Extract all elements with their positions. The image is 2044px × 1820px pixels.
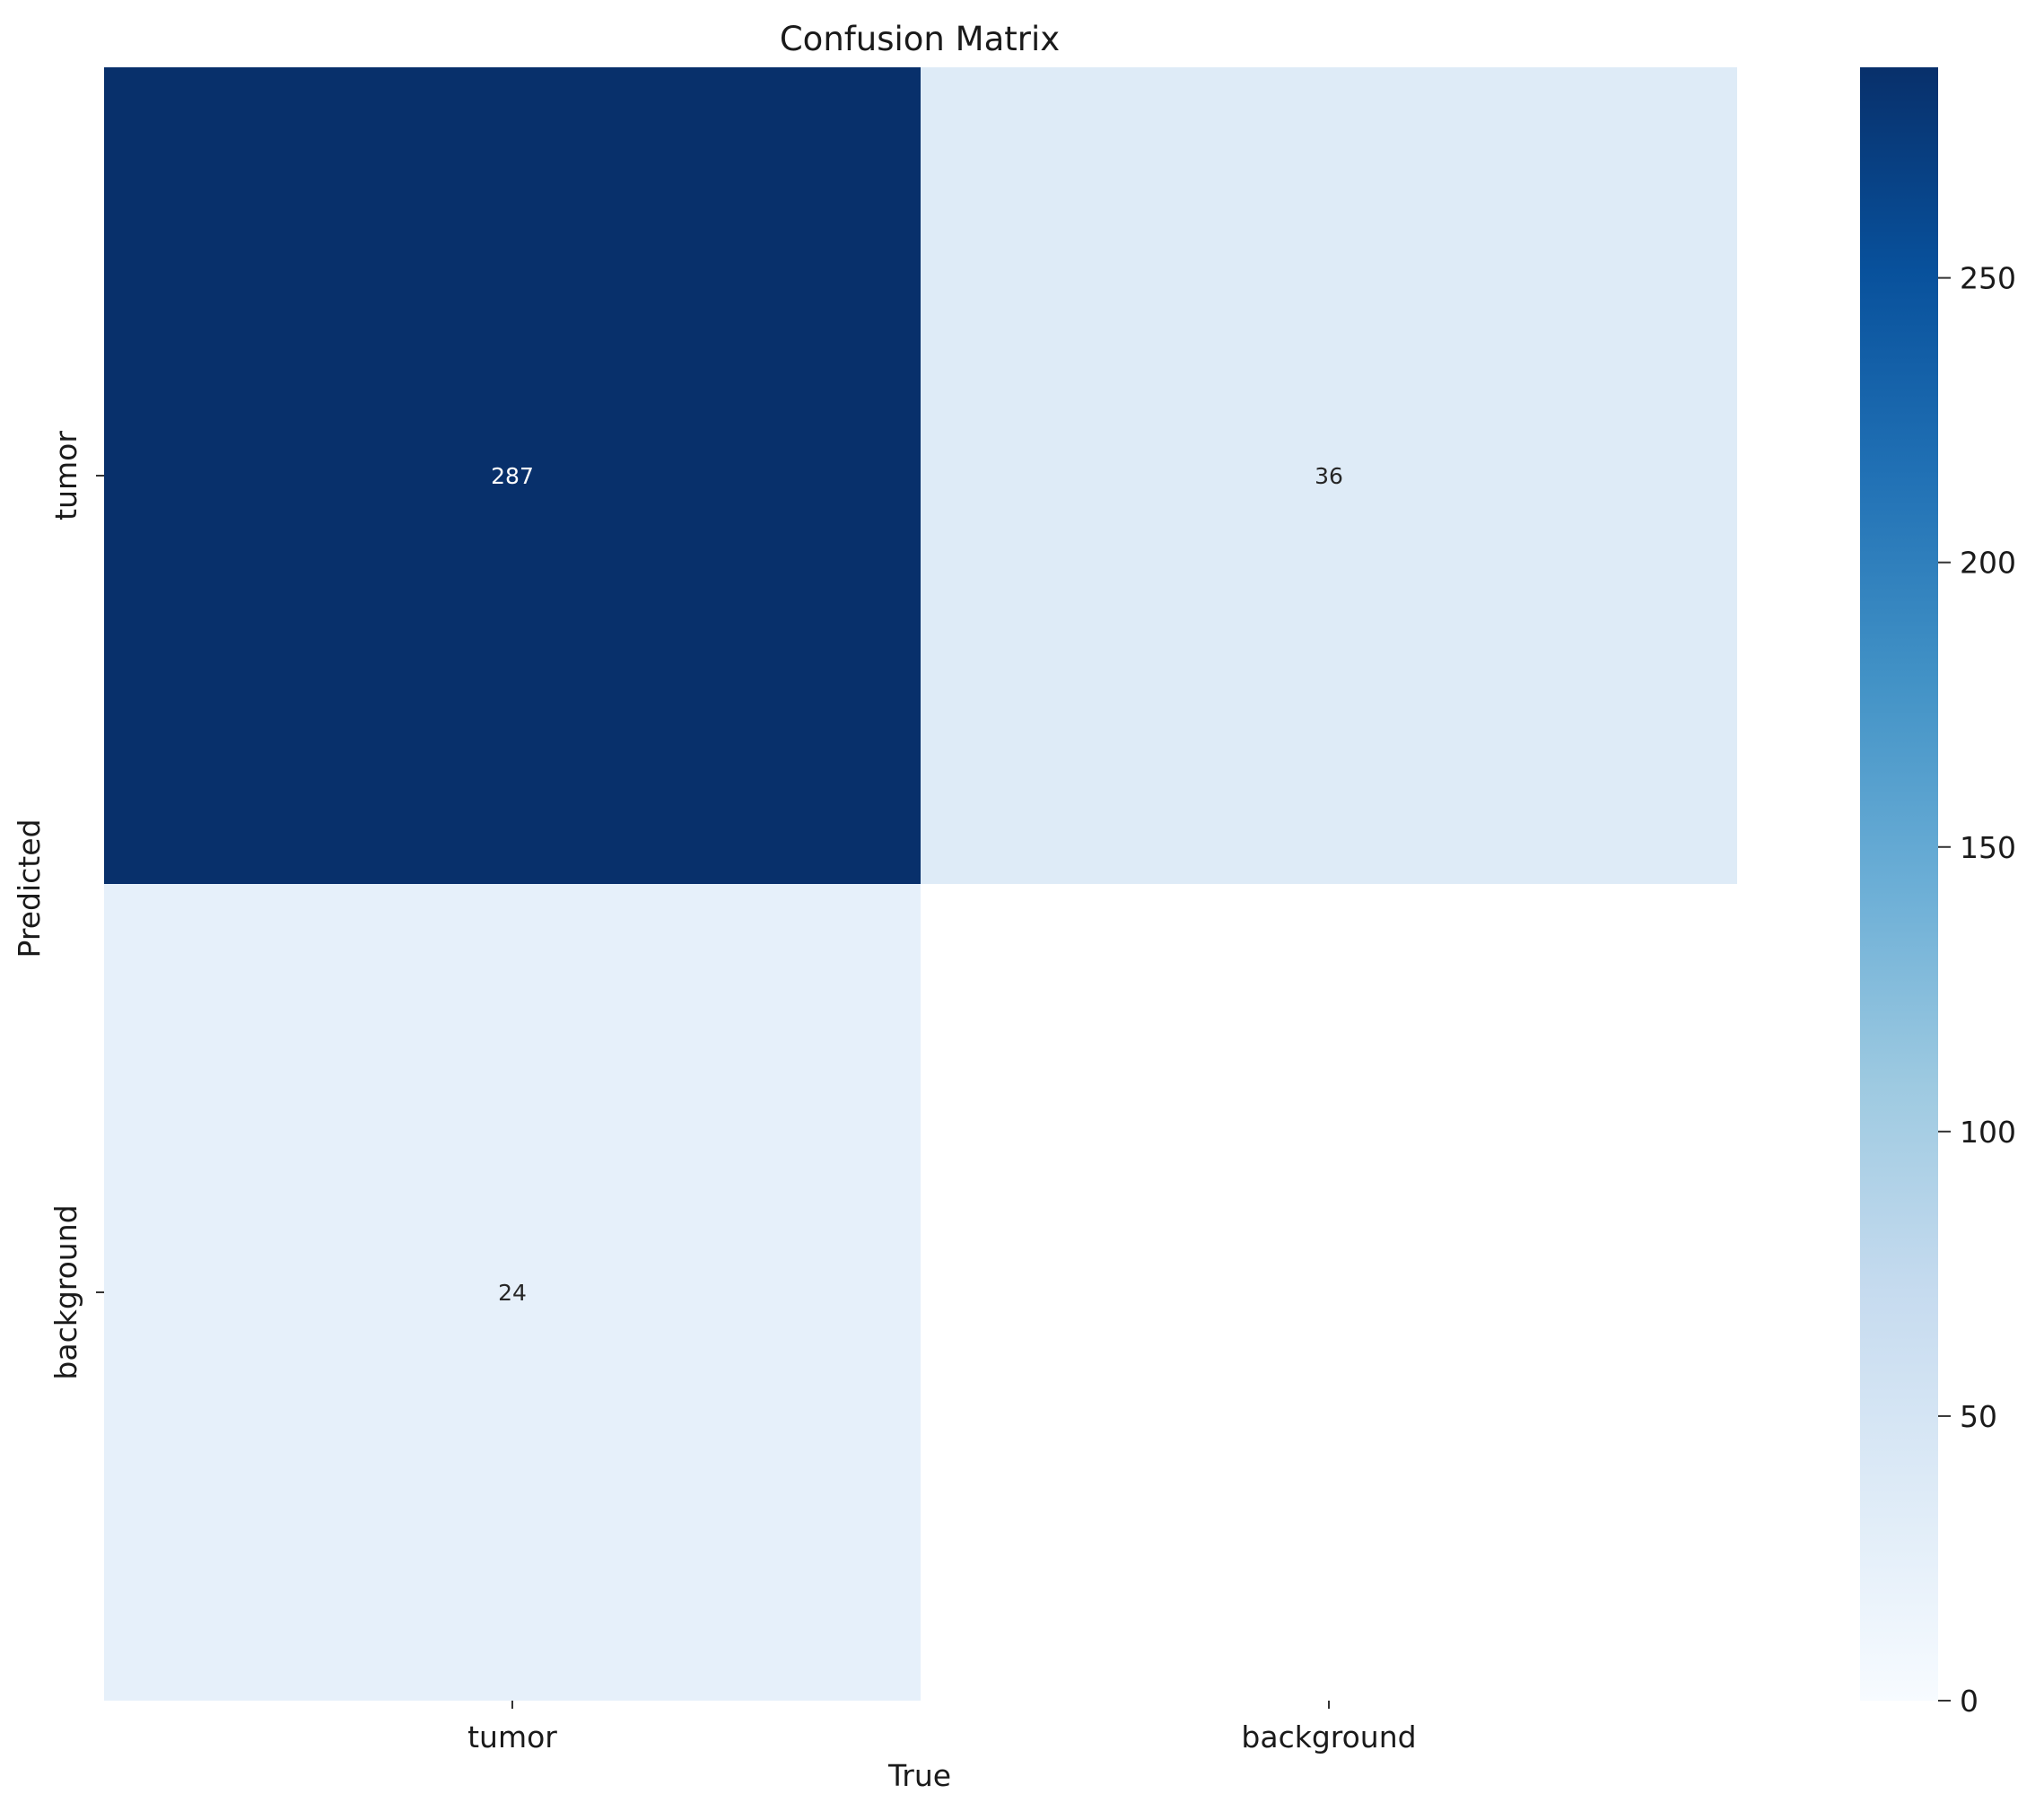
x-axis-ticks: tumor background	[467, 1701, 1417, 1754]
colorbar-tick-label: 150	[1960, 830, 2016, 865]
x-axis-label: True	[887, 1758, 951, 1793]
colorbar	[1860, 67, 1938, 1701]
cell-value-label: 36	[1315, 463, 1343, 489]
chart-title: Confusion Matrix	[780, 20, 1060, 58]
y-axis-label: Predicted	[12, 819, 47, 958]
heatmap-cell-tumor-background	[921, 67, 1737, 884]
heatmap-cells	[104, 67, 1737, 1701]
colorbar-tick-label: 0	[1960, 1684, 1978, 1719]
colorbar-tick-label: 200	[1960, 546, 2016, 581]
colorbar-tick-label: 100	[1960, 1115, 2016, 1150]
heatmap-cell-background-background	[921, 884, 1737, 1701]
x-tick-label: background	[1241, 1719, 1416, 1754]
y-axis-ticks: tumor background	[48, 431, 104, 1380]
y-tick-label: background	[48, 1204, 83, 1379]
heatmap-cell-tumor-tumor	[104, 67, 921, 884]
y-tick-label: tumor	[48, 431, 83, 521]
heatmap-cell-background-tumor	[104, 884, 921, 1701]
colorbar-tick-label: 250	[1960, 261, 2016, 296]
cell-value-label: 24	[498, 1280, 527, 1306]
heatmap-cell-labels: 287 36 24	[491, 463, 1343, 1306]
colorbar-ticks: 0 50 100 150 200 250	[1938, 261, 2016, 1719]
cell-value-label: 287	[491, 463, 534, 489]
colorbar-tick-label: 50	[1960, 1399, 1997, 1434]
x-tick-label: tumor	[467, 1719, 557, 1754]
